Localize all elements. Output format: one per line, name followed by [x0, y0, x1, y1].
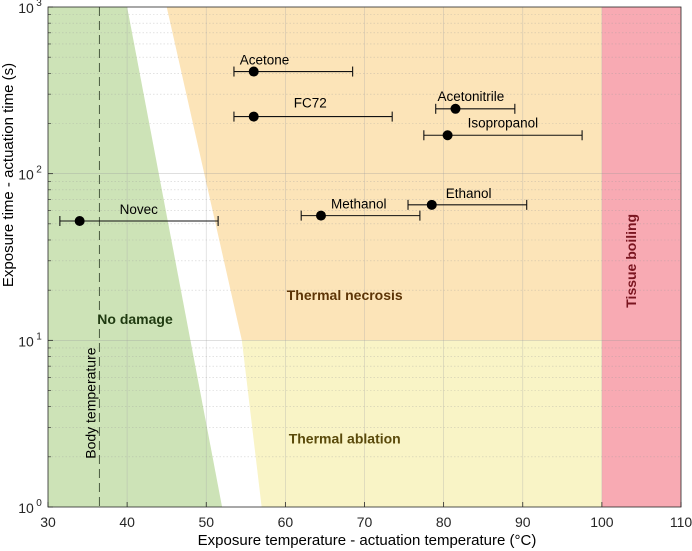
x-tick-label: 50: [198, 514, 214, 530]
x-tick-label: 90: [515, 514, 531, 530]
grid-layer: [48, 7, 681, 507]
region-label-thermal-ablation: Thermal ablation: [289, 431, 401, 447]
body-temperature-label: Body temperature: [82, 347, 98, 458]
y-tick-label: 10: [18, 500, 34, 516]
data-point: [442, 130, 453, 141]
y-tick-exponent: 2: [36, 165, 42, 176]
y-axis-title: Exposure time - actuation time (s): [0, 63, 17, 287]
y-tick-exponent: 0: [36, 498, 42, 509]
points-layer: Acetone Acetonitrile FC72 Isopropanol Ethano…: [59, 53, 583, 226]
x-tick-label: 100: [590, 514, 614, 530]
x-tick-label: 40: [119, 514, 135, 530]
point-label-novec: Novec: [120, 202, 159, 217]
region-label-layer: No damage Thermal necrosis Thermal ablatio…: [97, 214, 639, 447]
x-tick-label: 70: [357, 514, 373, 530]
point-label-acetonitrile: Acetonitrile: [437, 89, 504, 104]
data-point: [426, 199, 437, 210]
y-tick-label: 10: [18, 0, 34, 16]
region-label-no-damage: No damage: [97, 311, 173, 327]
x-tick-label: 60: [278, 514, 294, 530]
reference-layer: Body temperature: [82, 7, 100, 507]
x-tick-label: 30: [40, 514, 56, 530]
region-label-thermal-necrosis: Thermal necrosis: [287, 287, 403, 303]
data-point: [450, 103, 461, 114]
region-no-damage: [48, 7, 223, 507]
region-thermal-ablation: [241, 340, 602, 507]
data-point: [315, 210, 326, 221]
point-label-methanol: Methanol: [331, 197, 387, 212]
data-point: [248, 111, 259, 122]
point-label-acetone: Acetone: [240, 53, 290, 68]
y-tick-label: 10: [18, 333, 34, 349]
point-label-ethanol: Ethanol: [446, 186, 492, 201]
point-label-isopropanol: Isopropanol: [468, 115, 539, 130]
x-tick-label: 80: [436, 514, 452, 530]
data-point: [74, 215, 85, 226]
y-tick-exponent: 1: [36, 331, 42, 342]
x-axis-title: Exposure temperature - actuation tempera…: [198, 532, 537, 549]
x-tick-label: 110: [670, 514, 692, 530]
y-tick-label: 10: [18, 167, 34, 183]
y-tick-exponent: 3: [36, 0, 42, 9]
data-point: [248, 66, 259, 77]
point-label-fc72: FC72: [294, 96, 327, 111]
region-label-tissue-boiling: Tissue boiling: [623, 214, 639, 308]
region-tissue-boiling: [601, 7, 681, 507]
